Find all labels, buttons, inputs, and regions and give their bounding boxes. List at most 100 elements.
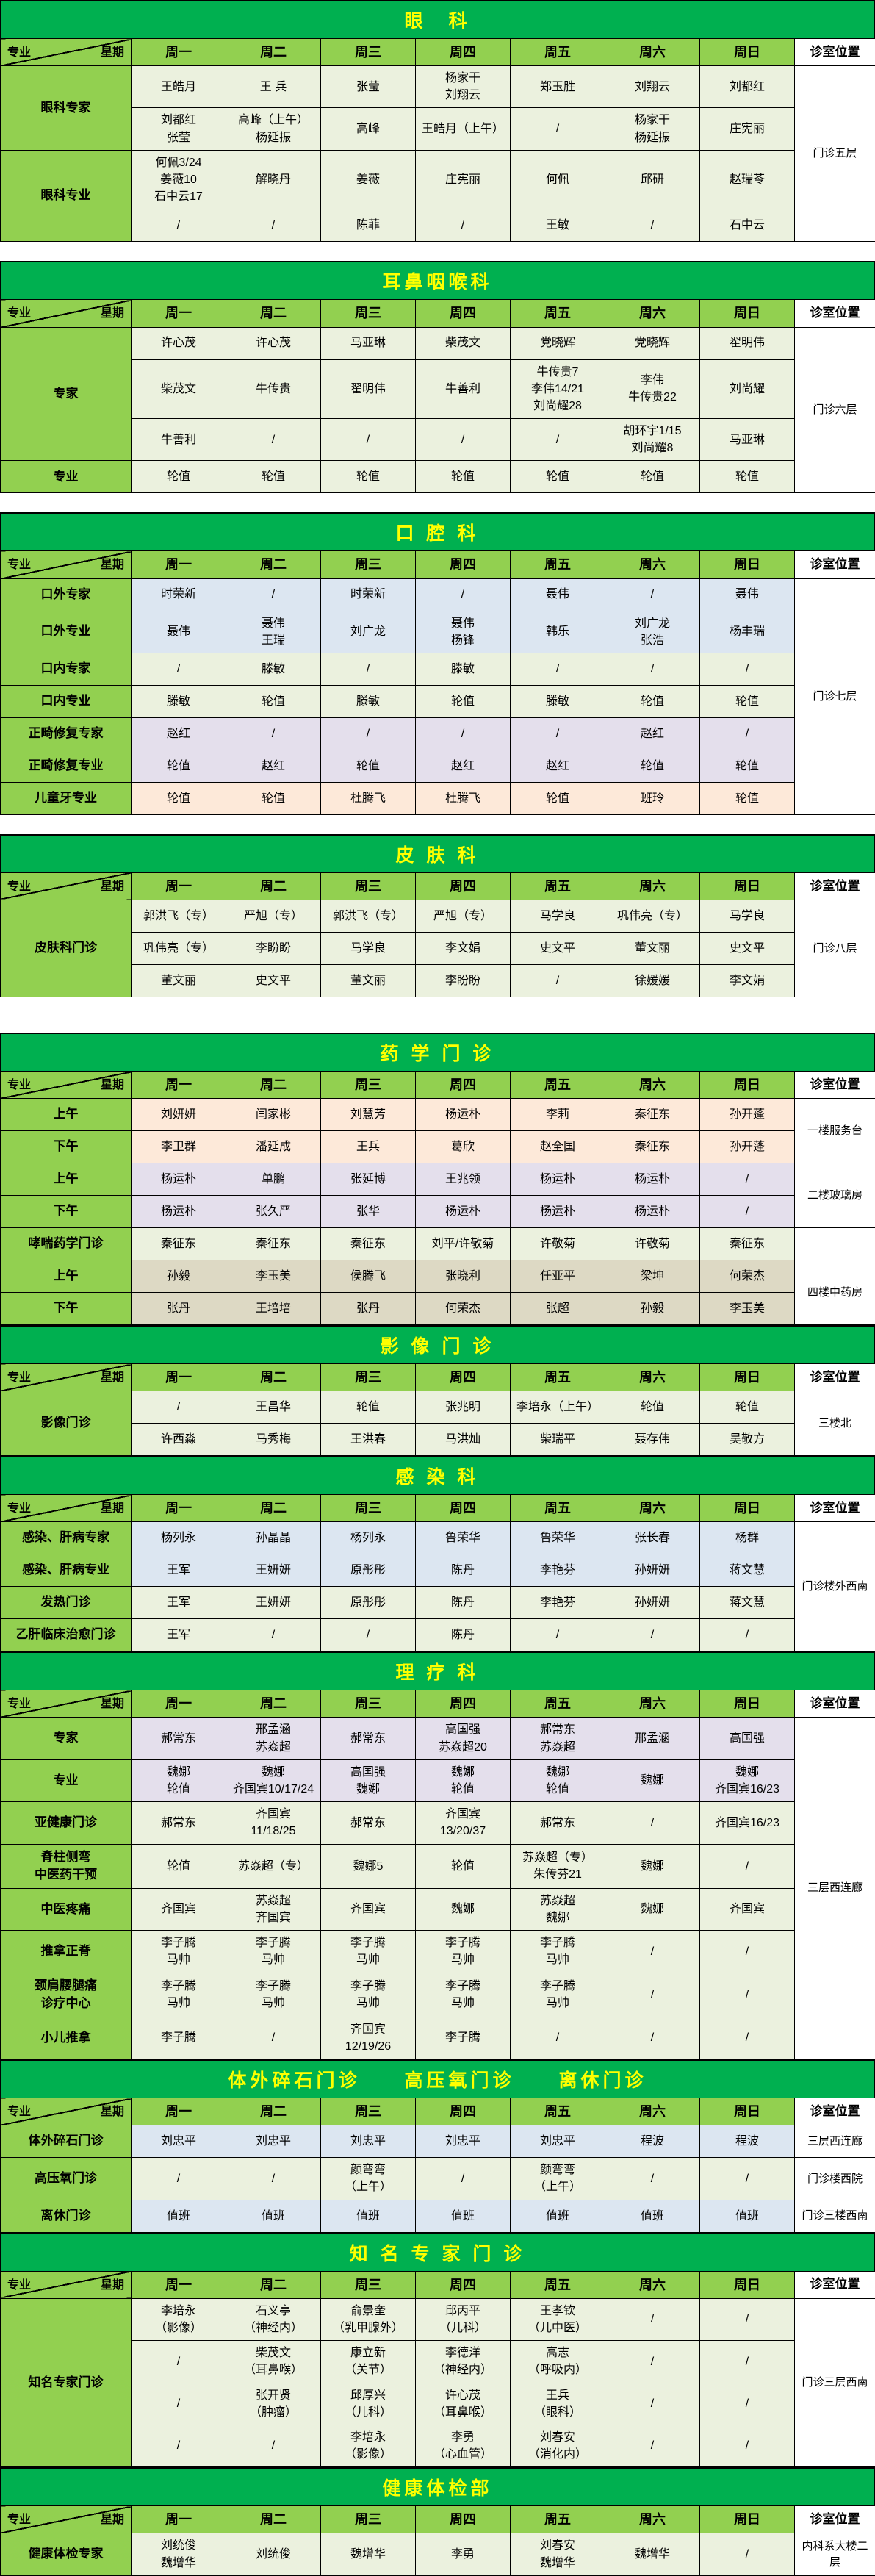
schedule-cell: 任亚平: [511, 1260, 605, 1293]
corner-specialty-label: 专业: [7, 2511, 31, 2528]
location-cell: 门诊三层西南: [795, 2298, 875, 2467]
schedule-cell: 颜弯弯（上午）: [511, 2158, 605, 2200]
day-header: 周五: [511, 300, 605, 327]
schedule-cell: 高峰（上午）杨延振: [226, 108, 321, 150]
schedule-cell: 刘翔云: [605, 66, 700, 108]
schedule-cell: 齐国宾: [321, 1888, 416, 1930]
schedule-cell: 郝常东: [132, 1802, 226, 1844]
schedule-cell: 高峰: [321, 108, 416, 150]
schedule-cell: 张兆明: [416, 1391, 511, 1424]
schedule-cell: 姜薇: [321, 150, 416, 209]
department-section: 口 腔 科专业星期周一周二周三周四周五周六周日诊室位置口外专家时荣新/时荣新/聂…: [0, 512, 875, 814]
location-header: 诊室位置: [795, 300, 875, 327]
schedule-cell: /: [605, 1802, 700, 1844]
schedule-cell: 苏焱超（专）: [226, 1844, 321, 1888]
schedule-cell: 巩伟亮（专）: [132, 933, 226, 965]
day-header: 周五: [511, 1690, 605, 1718]
day-header: 周四: [416, 1690, 511, 1718]
schedule-cell: 郝常东苏焱超: [511, 1718, 605, 1759]
schedule-cell: 许心茂: [132, 327, 226, 359]
schedule-cell: /: [416, 2158, 511, 2200]
schedule-cell: 翟明伟: [321, 359, 416, 419]
schedule-cell: 郭洪飞（专）: [132, 900, 226, 933]
schedule-table: 专业星期周一周二周三周四周五周六周日诊室位置专家郝常东邢孟涵苏焱超郝常东高国强苏…: [0, 1690, 875, 2059]
day-header: 周四: [416, 1495, 511, 1522]
schedule-cell: /: [226, 419, 321, 461]
schedule-cell: /: [700, 2298, 795, 2340]
schedule-cell: 史文平: [700, 933, 795, 965]
schedule-cell: 赵红: [226, 750, 321, 782]
day-header: 周六: [605, 1495, 700, 1522]
schedule-cell: 时荣新: [132, 578, 226, 611]
schedule-cell: 王军: [132, 1587, 226, 1619]
schedule-cell: 单鹏: [226, 1163, 321, 1196]
schedule-cell: 聂伟: [700, 578, 795, 611]
schedule-cell: 秦征东: [605, 1099, 700, 1131]
row-label: 颈肩腰腿痛诊疗中心: [1, 1973, 132, 2017]
day-header: 周六: [605, 2098, 700, 2125]
row-label: 正畸修复专业: [1, 750, 132, 782]
schedule-cell: 轮值: [132, 1844, 226, 1888]
location-cell: 门诊楼西院: [795, 2158, 875, 2200]
schedule-cell: 孙开蓬: [700, 1099, 795, 1131]
schedule-cell: /: [321, 419, 416, 461]
schedule-cell: 马亚琳: [700, 419, 795, 461]
schedule-cell: /: [511, 653, 605, 685]
schedule-cell: 苏焱超魏娜: [511, 1888, 605, 1930]
schedule-cell: 魏娜轮值: [416, 1759, 511, 1801]
schedule-cell: 石中云: [700, 209, 795, 242]
schedule-cell: 严旭（专）: [226, 900, 321, 933]
schedule-cell: /: [605, 1619, 700, 1651]
day-header: 周二: [226, 872, 321, 900]
day-header: 周六: [605, 872, 700, 900]
schedule-cell: 杨运朴: [605, 1163, 700, 1196]
schedule-cell: 陈丹: [416, 1554, 511, 1587]
schedule-cell: 杨丰瑞: [700, 611, 795, 653]
schedule-cell: 邱研: [605, 150, 700, 209]
location-cell: [795, 1228, 875, 1260]
schedule-cell: 高国强苏焱超20: [416, 1718, 511, 1759]
schedule-cell: 轮值: [226, 461, 321, 493]
schedule-cell: 秦征东: [132, 1228, 226, 1260]
schedule-cell: 刘统俊魏增华: [132, 2533, 226, 2575]
schedule-cell: 李艳芬: [511, 1554, 605, 1587]
schedule-cell: 李子腾马帅: [226, 1973, 321, 2017]
schedule-cell: 轮值: [700, 461, 795, 493]
corner-week-label: 星期: [101, 2277, 124, 2294]
schedule-cell: 党晓辉: [605, 327, 700, 359]
schedule-cell: 杨群: [700, 1522, 795, 1554]
schedule-row: 发热门诊王军王妍妍原彤彤陈丹李艳芬孙妍妍蒋文慧: [1, 1587, 875, 1619]
schedule-cell: /: [321, 717, 416, 750]
schedule-cell: 滕敏: [132, 685, 226, 717]
schedule-row: 健康体检专家刘统俊魏增华刘统俊魏增华李勇刘春安魏增华魏增华/内科系大楼二层: [1, 2533, 875, 2575]
schedule-row: //李培永（影像）李勇（心血管）刘春安（消化内）//: [1, 2425, 875, 2466]
day-header: 周三: [321, 872, 416, 900]
schedule-cell: 史文平: [511, 933, 605, 965]
schedule-cell: /: [132, 2383, 226, 2425]
row-label: 高压氧门诊: [1, 2158, 132, 2200]
schedule-row: 乙肝临床治愈门诊王军//陈丹///: [1, 1619, 875, 1651]
row-label: 口内专业: [1, 685, 132, 717]
schedule-cell: 郭洪飞（专）: [321, 900, 416, 933]
schedule-cell: 赵红: [605, 717, 700, 750]
corner-header: 专业星期: [1, 2271, 132, 2298]
corner-week-label: 星期: [101, 44, 124, 61]
day-header: 周一: [132, 551, 226, 578]
schedule-cell: /: [605, 2298, 700, 2340]
schedule-cell: 张华: [321, 1196, 416, 1228]
corner-week-label: 星期: [101, 878, 124, 895]
schedule-row: 中医疼痛齐国宾苏焱超齐国宾齐国宾魏娜苏焱超魏娜魏娜齐国宾: [1, 1888, 875, 1930]
schedule-cell: 聂伟杨锋: [416, 611, 511, 653]
schedule-cell: 齐国宾: [700, 1888, 795, 1930]
schedule-cell: 王兆领: [416, 1163, 511, 1196]
schedule-cell: 李子腾: [416, 2017, 511, 2059]
corner-header: 专业星期: [1, 2506, 132, 2533]
schedule-cell: 杨运朴: [416, 1196, 511, 1228]
corner-header: 专业星期: [1, 872, 132, 900]
